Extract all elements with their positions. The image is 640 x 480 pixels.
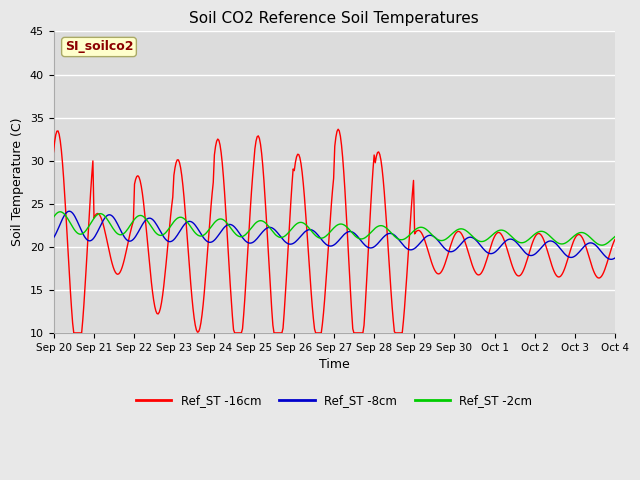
Text: SI_soilco2: SI_soilco2 [65,40,133,53]
Title: Soil CO2 Reference Soil Temperatures: Soil CO2 Reference Soil Temperatures [189,11,479,26]
Legend: Ref_ST -16cm, Ref_ST -8cm, Ref_ST -2cm: Ref_ST -16cm, Ref_ST -8cm, Ref_ST -2cm [131,389,537,411]
Y-axis label: Soil Temperature (C): Soil Temperature (C) [11,118,24,246]
X-axis label: Time: Time [319,358,349,371]
